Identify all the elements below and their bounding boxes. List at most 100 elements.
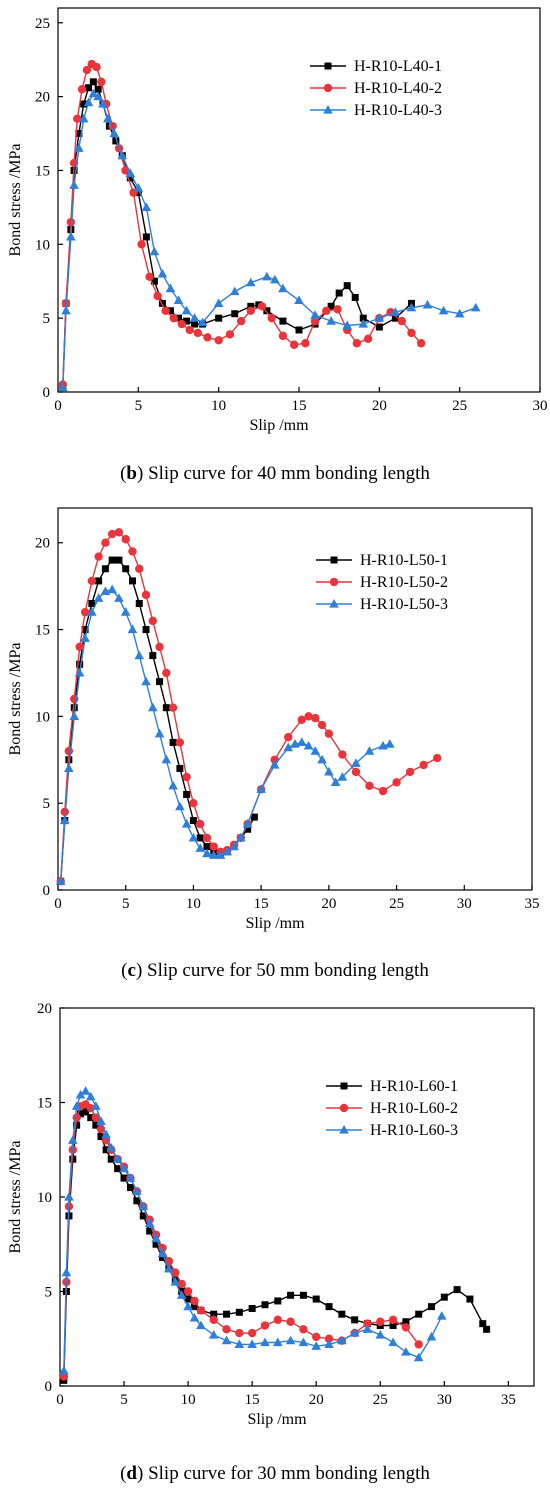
data-point-b-3 bbox=[93, 91, 103, 101]
data-point-c-3 bbox=[127, 624, 138, 634]
data-point-d-1 bbox=[351, 1316, 359, 1324]
data-point-c-3 bbox=[74, 667, 85, 677]
data-point-b-2 bbox=[333, 305, 342, 314]
data-point-d-3 bbox=[151, 1233, 161, 1243]
data-point-b-3 bbox=[78, 113, 89, 123]
data-point-c-2 bbox=[182, 772, 191, 782]
data-point-b-3 bbox=[342, 320, 352, 330]
data-point-c-2 bbox=[64, 746, 74, 756]
series-d-3 bbox=[59, 1086, 447, 1375]
data-point-b-3 bbox=[58, 382, 68, 392]
data-point-c-3 bbox=[283, 742, 294, 752]
chart-panel-d: 0 5 10 15 20 25 30 35 0 5 10 15 20 Slip /mm Bond stres… bbox=[0, 1000, 550, 1500]
data-point-b-3 bbox=[470, 302, 481, 312]
data-point-d-2 bbox=[177, 1279, 186, 1289]
data-point-c-1 bbox=[135, 600, 143, 607]
data-point-c-2 bbox=[121, 535, 130, 544]
data-point-b-1 bbox=[112, 137, 120, 145]
data-point-c-3 bbox=[69, 711, 80, 720]
data-point-d-3 bbox=[272, 1337, 283, 1347]
legend-label-b-1: H-R10-L40-1 bbox=[354, 58, 442, 75]
data-point-b-1 bbox=[142, 233, 150, 241]
y-tick-label-d: 10 bbox=[37, 1190, 52, 1206]
chart-panel-c: 0 5 10 15 20 25 30 35 0 5 10 15 20 Slip /mm Bond stres… bbox=[0, 500, 550, 1000]
data-point-c-2 bbox=[365, 781, 374, 791]
data-point-b-2 bbox=[137, 240, 146, 249]
data-point-d-1 bbox=[389, 1322, 397, 1330]
data-point-d-1 bbox=[479, 1320, 487, 1328]
data-point-b-2 bbox=[289, 340, 299, 349]
series-line-c-3 bbox=[60, 588, 390, 882]
data-point-d-1 bbox=[325, 1303, 333, 1311]
data-point-c-2 bbox=[162, 668, 171, 678]
data-point-b-3 bbox=[390, 307, 401, 316]
data-point-d-1 bbox=[415, 1310, 423, 1318]
legend-marker-c-1 bbox=[330, 556, 338, 564]
data-point-b-3 bbox=[133, 183, 144, 192]
data-point-d-2 bbox=[86, 1103, 95, 1113]
data-point-c-1 bbox=[156, 678, 164, 686]
data-point-d-3 bbox=[157, 1248, 168, 1258]
data-point-c-2 bbox=[419, 760, 428, 770]
y-tick-label-c: 5 bbox=[43, 796, 51, 812]
data-point-b-2 bbox=[407, 328, 416, 338]
series-line-c-2 bbox=[60, 531, 438, 882]
x-axis-title-d: Slip /mm bbox=[247, 1411, 307, 1428]
data-point-d-1 bbox=[261, 1301, 269, 1309]
data-point-b-1 bbox=[335, 289, 343, 297]
data-point-b-1 bbox=[134, 189, 142, 197]
data-point-b-2 bbox=[225, 330, 235, 339]
data-point-c-2 bbox=[128, 547, 137, 556]
y-tick-label-d: 5 bbox=[45, 1285, 53, 1301]
series-c-2 bbox=[56, 528, 442, 886]
data-point-d-2 bbox=[222, 1325, 231, 1334]
data-point-d-2 bbox=[235, 1328, 244, 1338]
x-tick-label-b: 25 bbox=[452, 398, 467, 414]
caption-d: (d) Slip curve for 30 mm bonding length bbox=[120, 1463, 430, 1484]
data-point-c-2 bbox=[75, 642, 84, 652]
data-point-c-1 bbox=[88, 600, 96, 607]
data-point-b-1 bbox=[166, 307, 174, 315]
y-tick-label-c: 0 bbox=[43, 883, 51, 899]
data-point-c-2 bbox=[392, 778, 401, 787]
legend-marker-c-2 bbox=[329, 577, 339, 587]
data-point-d-1 bbox=[97, 1133, 105, 1141]
data-point-d-3 bbox=[311, 1341, 322, 1350]
data-point-d-3 bbox=[59, 1365, 69, 1375]
data-point-d-1 bbox=[133, 1197, 141, 1205]
data-point-d-3 bbox=[75, 1089, 86, 1099]
series-d-1 bbox=[60, 1108, 491, 1384]
x-tick-label-d: 10 bbox=[181, 1392, 196, 1408]
legend-label-c-2: H-R10-L50-2 bbox=[360, 574, 448, 591]
y-tick-label-b: 5 bbox=[43, 311, 51, 327]
data-point-c-3 bbox=[215, 850, 226, 859]
data-point-d-2 bbox=[363, 1319, 372, 1328]
x-tick-label-c: 15 bbox=[254, 896, 269, 912]
data-point-c-3 bbox=[59, 815, 70, 825]
data-point-d-3 bbox=[170, 1277, 181, 1286]
data-point-d-3 bbox=[221, 1335, 232, 1345]
data-point-d-1 bbox=[158, 1253, 166, 1261]
data-point-b-1 bbox=[150, 277, 158, 285]
data-point-c-3 bbox=[55, 876, 66, 885]
data-point-b-3 bbox=[422, 299, 433, 309]
data-point-c-1 bbox=[76, 660, 84, 668]
data-point-b-3 bbox=[88, 88, 99, 98]
data-point-b-3 bbox=[454, 308, 465, 318]
x-tick-label-c: 5 bbox=[122, 896, 130, 912]
data-point-d-2 bbox=[299, 1325, 308, 1334]
data-point-b-3 bbox=[278, 283, 288, 293]
chart-b-svg: 0 5 10 15 20 25 30 0 5 10 15 20 25 Slip /mm Bond stres… bbox=[7, 7, 548, 434]
data-point-b-2 bbox=[185, 325, 194, 335]
data-point-b-2 bbox=[77, 85, 87, 94]
data-point-b-3 bbox=[61, 305, 71, 315]
series-d-2 bbox=[59, 1100, 423, 1381]
data-point-b-3 bbox=[310, 310, 320, 319]
legend-marker-b-1 bbox=[324, 62, 332, 70]
data-point-c-3 bbox=[64, 763, 74, 773]
data-point-d-3 bbox=[401, 1346, 411, 1356]
data-point-b-3 bbox=[141, 202, 152, 211]
legend-c: H-R10-L50-1 H-R10-L50-2 H-R10-L50-3 bbox=[316, 552, 448, 613]
data-point-d-1 bbox=[483, 1325, 491, 1333]
